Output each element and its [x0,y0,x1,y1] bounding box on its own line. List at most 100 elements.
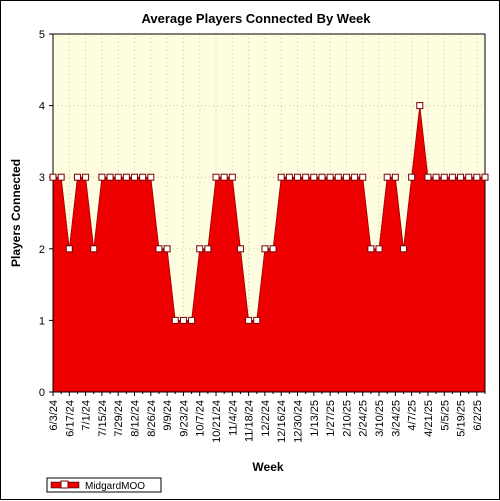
data-point [391,173,399,181]
y-tick-label: 1 [39,315,45,327]
legend-marker-icon [60,480,69,489]
data-point [106,173,114,181]
x-tick-label: 5/19/25 [456,400,468,437]
data-point [342,173,350,181]
data-point [204,245,212,253]
data-point [465,173,473,181]
legend: MidgardMOO [46,477,162,493]
data-point [245,316,253,324]
data-point [155,245,163,253]
data-point [432,173,440,181]
data-point [82,173,90,181]
x-tick-label: 9/23/24 [178,400,190,437]
y-tick-label: 5 [39,29,45,41]
data-point [228,173,236,181]
data-point [416,102,424,110]
x-tick-label: 8/26/24 [146,400,158,437]
x-axis-title: Week [252,460,283,474]
markers [49,102,489,324]
x-tick-label: 10/7/24 [195,400,207,437]
data-point [269,245,277,253]
data-point [302,173,310,181]
x-tick-label: 7/29/24 [113,400,125,437]
data-point [334,173,342,181]
x-tick-label: 4/21/25 [423,400,435,437]
x-tick-label: 5/5/25 [439,400,451,431]
data-point [220,173,228,181]
x-tick-label: 1/27/25 [325,400,337,437]
data-point [318,173,326,181]
y-tick-label: 4 [39,101,45,113]
x-tick-label: 12/30/24 [293,400,305,443]
data-point [90,245,98,253]
data-point [383,173,391,181]
y-tick-labels: 0 1 2 3 4 5 [39,29,45,399]
data-point [163,245,171,253]
data-point [147,173,155,181]
data-point [408,173,416,181]
data-point [448,173,456,181]
data-point [73,173,81,181]
data-point [236,245,244,253]
x-tick-label: 7/1/24 [81,400,93,431]
data-point [277,173,285,181]
x-tick-label: 3/24/25 [390,400,402,437]
y-axis-title: Players Connected [9,159,23,267]
legend-label: MidgardMOO [85,481,145,492]
x-tick-label: 7/15/24 [97,400,109,437]
x-tick-label: 2/10/25 [341,400,353,437]
data-point [399,245,407,253]
x-tick-label: 9/9/24 [162,400,174,431]
x-tick-label: 11/18/24 [244,400,256,442]
data-point [285,173,293,181]
plot-border [52,33,486,393]
x-tick-label: 11/4/24 [227,400,239,436]
x-tick-label: 8/12/24 [130,400,142,437]
data-point [196,245,204,253]
data-point [253,316,261,324]
data-point [122,173,130,181]
data-point [139,173,147,181]
y-tick-label: 0 [39,387,45,399]
data-point [473,173,481,181]
data-point [351,173,359,181]
x-tick-label: 2/24/25 [358,400,370,437]
data-point [375,245,383,253]
y-tick-label: 3 [39,172,45,184]
data-point [49,173,57,181]
data-point [326,173,334,181]
data-point [261,245,269,253]
y-tick-label: 2 [39,244,45,256]
x-tick-label: 3/10/25 [374,400,386,437]
x-tick-label: 6/17/24 [64,400,76,437]
x-tick-label: 6/3/24 [48,400,60,431]
data-point [179,316,187,324]
data-point [481,173,489,181]
data-point [457,173,465,181]
data-point [188,316,196,324]
data-point [367,245,375,253]
data-point [57,173,65,181]
data-point [440,173,448,181]
legend-box [46,477,162,493]
data-point [114,173,122,181]
x-tick-label: 6/2/25 [472,400,484,431]
x-tick-label: 1/13/25 [309,400,321,437]
data-point [310,173,318,181]
x-tick-label: 10/21/24 [211,400,223,443]
x-tick-labels: 6/3/24 6/17/24 7/1/24 7/15/24 7/29/24 8/12/24… [48,400,484,443]
data-point [98,173,106,181]
x-tick-label: 12/16/24 [276,400,288,443]
chart-title: Average Players Connected By Week [141,11,371,26]
x-tick-label: 12/2/24 [260,400,272,437]
data-point [65,245,73,253]
data-point [424,173,432,181]
data-point [171,316,179,324]
data-point [212,173,220,181]
data-point [359,173,367,181]
x-tick-label: 4/7/25 [407,400,419,431]
data-point [294,173,302,181]
data-point [131,173,139,181]
